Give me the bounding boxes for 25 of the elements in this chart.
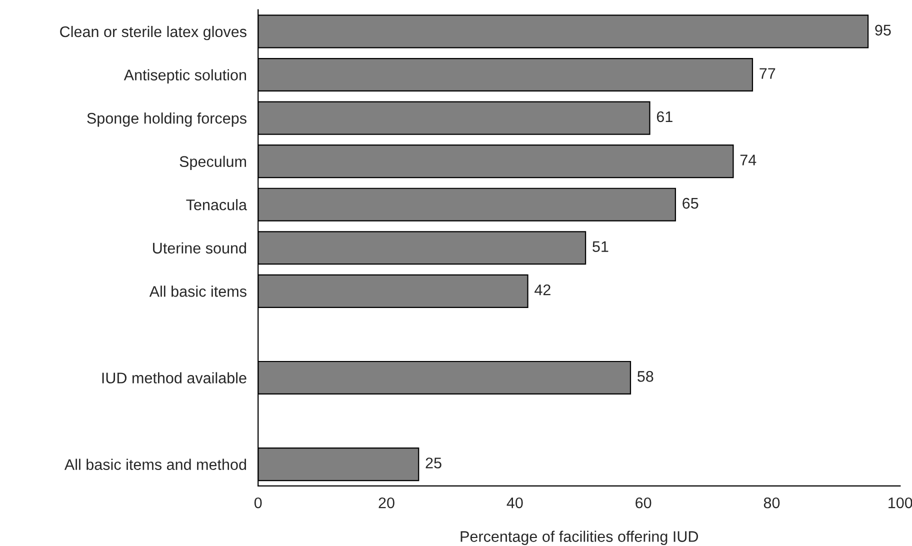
- x-tick-label: 0: [254, 497, 262, 508]
- y-tick-label: All basic items: [149, 286, 246, 297]
- x-tick-label: 80: [764, 497, 780, 508]
- data-label: 42: [534, 284, 550, 296]
- x-axis-title: Percentage of facilities offering IUD: [460, 530, 698, 545]
- x-tick-label: 20: [378, 497, 394, 508]
- data-label: 65: [682, 198, 698, 209]
- y-tick-label: Uterine sound: [153, 242, 246, 254]
- data-label: 95: [875, 24, 891, 36]
- data-label: 77: [760, 68, 776, 79]
- x-tick-label: 100: [888, 497, 912, 508]
- data-label: 58: [638, 371, 654, 382]
- x-tick-label: 60: [636, 497, 652, 508]
- y-tick-label: Sponge holding forceps: [87, 112, 246, 127]
- data-label: 25: [426, 458, 442, 468]
- data-label: 74: [740, 154, 756, 166]
- x-tick-label: 40: [506, 497, 523, 508]
- data-label: 51: [592, 241, 608, 252]
- y-tick-label: IUD method available: [102, 372, 246, 384]
- y-tick-label: Clean or sterile latex gloves: [60, 26, 246, 40]
- y-tick-label: All basic items and method: [64, 458, 246, 470]
- y-tick-label: Antiseptic solution: [124, 69, 246, 84]
- y-tick-label: Speculum: [180, 156, 246, 170]
- y-tick-label: Tenacula: [186, 199, 247, 210]
- data-label: 61: [656, 111, 672, 122]
